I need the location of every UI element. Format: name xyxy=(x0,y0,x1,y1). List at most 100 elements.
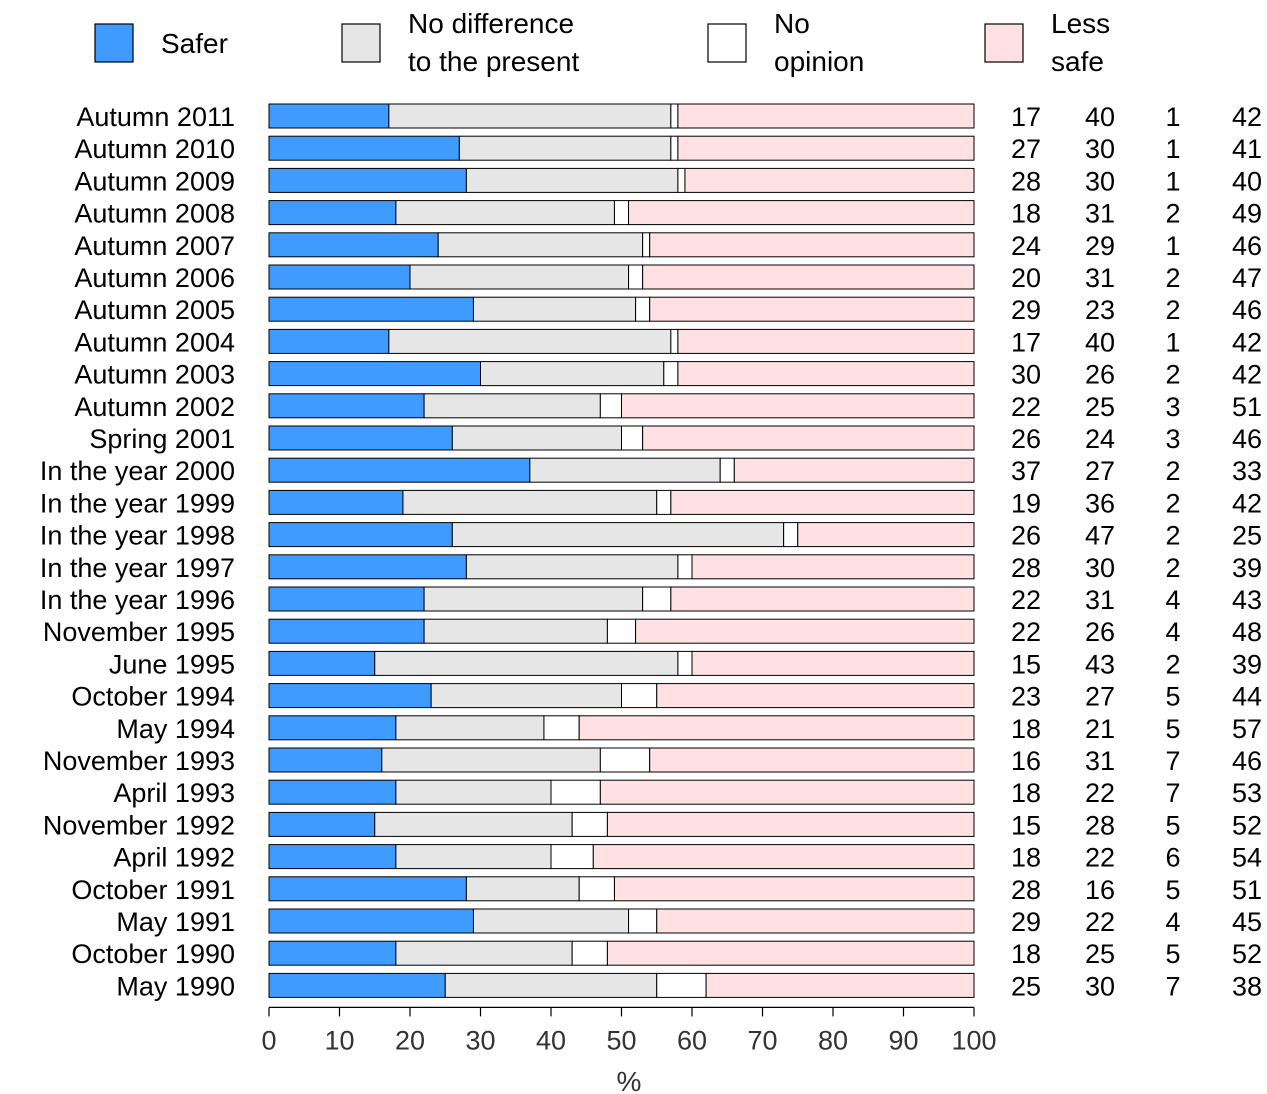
bar-segment-safer xyxy=(268,683,432,709)
category-label: Autumn 2011 xyxy=(76,102,235,132)
value-label-no-difference-to-the-present: 28 xyxy=(1085,810,1115,840)
value-label-safer: 26 xyxy=(1011,424,1041,454)
category-label: October 1991 xyxy=(71,875,235,905)
x-axis-tick-label: 80 xyxy=(818,1025,848,1055)
category-label: In the year 1996 xyxy=(40,585,235,615)
value-label-no-opinion: 1 xyxy=(1165,327,1180,357)
bar-segment-no-opinion xyxy=(606,618,637,644)
bar-segment-less-safe xyxy=(691,650,975,676)
bar-segment-no-difference-to-the-present xyxy=(465,167,679,193)
value-label-no-difference-to-the-present: 25 xyxy=(1085,392,1115,422)
value-label-less-safe: 42 xyxy=(1232,327,1262,357)
value-label-no-difference-to-the-present: 22 xyxy=(1085,778,1115,808)
value-label-less-safe: 33 xyxy=(1232,456,1262,486)
bars xyxy=(268,103,975,998)
bar-segment-less-safe xyxy=(684,167,975,193)
value-label-no-difference-to-the-present: 24 xyxy=(1085,424,1115,454)
value-label-safer: 28 xyxy=(1011,875,1041,905)
value-label-no-difference-to-the-present: 30 xyxy=(1085,134,1115,164)
value-label-no-difference-to-the-present: 22 xyxy=(1085,907,1115,937)
value-label-less-safe: 52 xyxy=(1232,810,1262,840)
value-label-less-safe: 52 xyxy=(1232,939,1262,969)
bar-segment-no-difference-to-the-present xyxy=(395,844,552,870)
value-label-no-opinion: 5 xyxy=(1165,810,1180,840)
legend-label-less-safe: Less xyxy=(1051,8,1110,39)
bar-segment-no-opinion xyxy=(677,554,693,580)
bar-segment-less-safe xyxy=(642,264,975,290)
bar-segment-less-safe xyxy=(670,586,975,612)
value-label-safer: 28 xyxy=(1011,166,1041,196)
bar-segment-safer xyxy=(268,103,390,129)
bar-segment-safer xyxy=(268,264,411,290)
category-label: October 1990 xyxy=(71,939,235,969)
bar-segment-no-difference-to-the-present xyxy=(395,200,615,226)
bar-segment-no-opinion xyxy=(656,972,707,998)
bar-segment-safer xyxy=(268,425,453,451)
bar-segment-safer xyxy=(268,811,376,837)
bar-segment-safer xyxy=(268,908,474,934)
value-label-safer: 15 xyxy=(1011,649,1041,679)
bar-segment-less-safe xyxy=(691,554,975,580)
value-label-no-opinion: 5 xyxy=(1165,682,1180,712)
bar-segment-no-difference-to-the-present xyxy=(381,747,601,773)
value-label-less-safe: 42 xyxy=(1232,102,1262,132)
value-label-less-safe: 42 xyxy=(1232,360,1262,390)
bar-segment-no-difference-to-the-present xyxy=(395,940,573,966)
bar-segment-less-safe xyxy=(621,393,975,419)
x-axis-tick-label: 40 xyxy=(536,1025,566,1055)
bar-segment-no-opinion xyxy=(670,103,679,129)
bar-segment-less-safe xyxy=(677,103,975,129)
bar-segment-less-safe xyxy=(649,296,975,322)
bar-segment-no-opinion xyxy=(642,586,672,612)
bar-segment-safer xyxy=(268,972,446,998)
bar-segment-no-opinion xyxy=(670,135,679,161)
value-label-no-difference-to-the-present: 30 xyxy=(1085,553,1115,583)
value-label-no-opinion: 2 xyxy=(1165,488,1180,518)
bar-segment-no-opinion xyxy=(656,489,672,515)
category-label: Autumn 2005 xyxy=(74,295,235,325)
bar-segment-no-difference-to-the-present xyxy=(437,232,644,258)
bar-segment-no-opinion xyxy=(599,393,622,419)
bar-segment-no-opinion xyxy=(642,232,651,258)
legend-swatch-safer xyxy=(94,23,134,63)
value-label-safer: 20 xyxy=(1011,263,1041,293)
bar-segment-no-opinion xyxy=(670,328,679,354)
bar-segment-safer xyxy=(268,457,531,483)
value-label-no-opinion: 1 xyxy=(1165,134,1180,164)
category-label: Autumn 2010 xyxy=(74,134,235,164)
category-label: In the year 1997 xyxy=(40,553,235,583)
value-label-safer: 24 xyxy=(1011,231,1041,261)
category-label: May 1991 xyxy=(116,907,235,937)
value-label-safer: 18 xyxy=(1011,939,1041,969)
value-label-less-safe: 39 xyxy=(1232,649,1262,679)
value-label-no-difference-to-the-present: 22 xyxy=(1085,843,1115,873)
bar-segment-no-difference-to-the-present xyxy=(409,264,630,290)
value-label-less-safe: 46 xyxy=(1232,231,1262,261)
bar-segment-no-opinion xyxy=(571,811,608,837)
value-label-less-safe: 53 xyxy=(1232,778,1262,808)
value-label-less-safe: 41 xyxy=(1232,134,1262,164)
value-label-no-opinion: 4 xyxy=(1165,617,1180,647)
bar-segment-no-opinion xyxy=(550,844,594,870)
value-label-no-difference-to-the-present: 21 xyxy=(1085,714,1115,744)
legend-label-no-difference-to-the-present: No difference xyxy=(408,8,574,39)
bar-segment-no-opinion xyxy=(677,167,686,193)
x-axis-tick-label: 0 xyxy=(261,1025,276,1055)
value-label-no-opinion: 4 xyxy=(1165,585,1180,615)
value-label-no-difference-to-the-present: 31 xyxy=(1085,199,1115,229)
value-label-no-opinion: 2 xyxy=(1165,649,1180,679)
value-label-no-opinion: 6 xyxy=(1165,843,1180,873)
value-label-safer: 37 xyxy=(1011,456,1041,486)
value-label-less-safe: 46 xyxy=(1232,746,1262,776)
bar-segment-safer xyxy=(268,554,467,580)
value-label-less-safe: 46 xyxy=(1232,424,1262,454)
bar-segment-safer xyxy=(268,489,404,515)
bar-segment-no-opinion xyxy=(621,683,658,709)
bar-segment-no-difference-to-the-present xyxy=(444,972,658,998)
value-label-no-opinion: 3 xyxy=(1165,424,1180,454)
bar-segment-no-difference-to-the-present xyxy=(430,683,622,709)
bar-segment-no-difference-to-the-present xyxy=(388,328,672,354)
bar-segment-safer xyxy=(268,328,390,354)
